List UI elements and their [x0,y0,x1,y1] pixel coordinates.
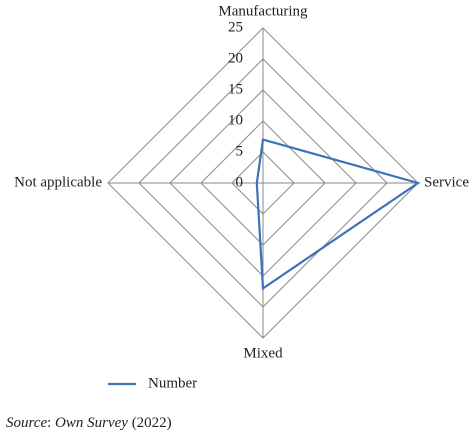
r-tick-label: 25 [228,19,243,35]
category-label: Mixed [243,345,283,361]
category-label: Manufacturing [218,3,308,19]
r-tick-label: 20 [228,50,243,66]
r-tick-label: 10 [228,112,243,128]
source-year: (2022) [128,415,172,431]
legend-label: Number [148,375,197,391]
r-tick-label: 15 [228,81,243,97]
category-label: Service [424,174,469,190]
source-note: Source: Own Survey (2022) [6,415,172,431]
category-label: Not applicable [14,174,102,190]
source-title: Own Survey [55,415,128,431]
r-tick-label: 0 [236,174,244,190]
source-sep: : [47,415,55,431]
r-tick-label: 5 [236,143,244,159]
series-line [255,138,421,291]
source-label: Source [6,415,47,431]
